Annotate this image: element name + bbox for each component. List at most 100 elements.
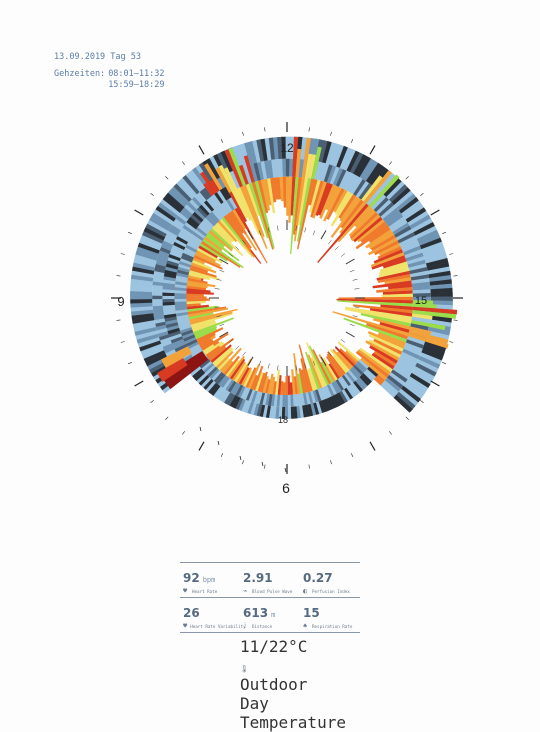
activity-bar	[207, 232, 225, 248]
inner-band-segment	[235, 384, 244, 397]
inner-band-segment	[307, 391, 314, 404]
outer-band-segment	[277, 136, 283, 160]
inner-band-segment	[346, 386, 356, 398]
outer-band-segment	[139, 238, 162, 251]
outer-band-segment	[403, 203, 425, 220]
tick-mark	[150, 400, 154, 403]
inner-band-segment	[335, 379, 345, 391]
inner-band-segment	[240, 386, 248, 399]
activity-bar	[359, 347, 393, 373]
tick-mark	[127, 362, 132, 365]
activity-bar	[186, 300, 206, 305]
activity-bar	[245, 367, 257, 388]
inner-band-segment	[229, 395, 238, 408]
activity-bar	[196, 327, 224, 342]
activity-bar	[345, 308, 412, 324]
tick-mark	[340, 339, 346, 343]
outer-band-segment	[418, 355, 441, 369]
inner-band-segment	[293, 406, 298, 419]
outer-band-segment	[267, 159, 274, 179]
inner-band-segment	[223, 200, 233, 213]
inner-band-segment	[256, 403, 263, 417]
activity-bar	[201, 332, 229, 351]
tick-mark	[345, 258, 355, 265]
outer-band-segment	[428, 270, 451, 279]
outer-band-segment	[205, 158, 221, 180]
activity-bar	[376, 287, 413, 293]
inner-band-segment	[169, 333, 182, 341]
activity-bar	[277, 375, 282, 395]
inner-band-segment	[175, 311, 189, 317]
inner-band-segment	[200, 376, 212, 388]
activity-bar	[189, 269, 220, 281]
inner-band-segment	[219, 188, 229, 201]
stat-temperature: 11/22°C 🌡 Outdoor Day Temperature	[180, 633, 360, 732]
inner-band-segment	[175, 235, 189, 245]
inner-band-segment	[167, 256, 180, 264]
activity-bar	[339, 348, 357, 365]
lungs-icon: ♠	[303, 622, 308, 630]
inner-band-segment	[253, 403, 260, 416]
inner-band-segment	[307, 403, 314, 417]
inner-band-segment	[181, 331, 195, 339]
outer-band-segment	[404, 249, 423, 259]
activity-bar	[378, 243, 401, 256]
inner-band-segment	[188, 343, 201, 353]
tick-mark	[334, 345, 339, 350]
outer-band-segment	[131, 266, 155, 275]
activity-bar	[208, 230, 233, 252]
activity-bar	[192, 321, 217, 333]
inner-band-segment	[173, 341, 186, 350]
inner-band-segment	[196, 206, 208, 218]
activity-bar	[250, 374, 258, 390]
inner-band-segment	[162, 304, 176, 309]
activity-bar	[348, 209, 377, 237]
activity-bar	[355, 224, 389, 250]
activity-bar	[337, 341, 360, 362]
inner-band-segment	[259, 404, 266, 418]
inner-band-segment	[273, 394, 278, 407]
outer-band-segment	[402, 348, 421, 360]
activity-bar	[230, 210, 247, 235]
inner-band-segment	[230, 382, 239, 394]
activity-bar	[377, 246, 402, 260]
tick-mark	[328, 351, 332, 357]
outer-band-segment	[256, 139, 265, 162]
outer-band-segment	[341, 172, 354, 190]
tick-mark	[182, 431, 185, 435]
inner-band-segment	[361, 373, 373, 384]
outer-band-segment	[421, 241, 444, 253]
activity-bar	[379, 322, 410, 334]
tick-mark	[228, 339, 234, 343]
inner-band-segment	[213, 386, 223, 398]
inner-band-segment	[226, 393, 236, 406]
activity-bar	[339, 201, 367, 234]
outer-band-segment	[399, 354, 417, 367]
outer-band-segment	[244, 142, 254, 165]
inner-band-segment	[183, 334, 196, 342]
outer-band-segment	[188, 169, 206, 190]
activity-bar	[199, 243, 228, 262]
outer-band-segment	[252, 140, 261, 163]
tick-mark	[284, 467, 287, 473]
activity-bar	[354, 207, 374, 228]
activity-bar	[223, 215, 252, 251]
inner-band-segment	[302, 392, 308, 406]
heart-icon: ♥	[183, 587, 188, 595]
outer-band-segment	[198, 162, 215, 184]
outer-band-segment	[149, 216, 171, 231]
activity-bar	[186, 296, 207, 299]
inner-band-segment	[310, 403, 317, 416]
outer-band-segment	[130, 305, 153, 312]
activity-bar	[208, 346, 227, 361]
outer-band-segment	[386, 213, 404, 228]
outer-band-segment	[344, 173, 357, 192]
activity-bar	[227, 355, 245, 379]
inner-band-segment	[339, 390, 348, 403]
outer-band-segment	[395, 228, 414, 241]
activity-bar	[412, 310, 457, 320]
inner-band-segment	[174, 295, 187, 299]
activity-bar	[368, 339, 401, 358]
outer-band-segment	[429, 315, 453, 323]
activity-bar	[309, 179, 321, 213]
